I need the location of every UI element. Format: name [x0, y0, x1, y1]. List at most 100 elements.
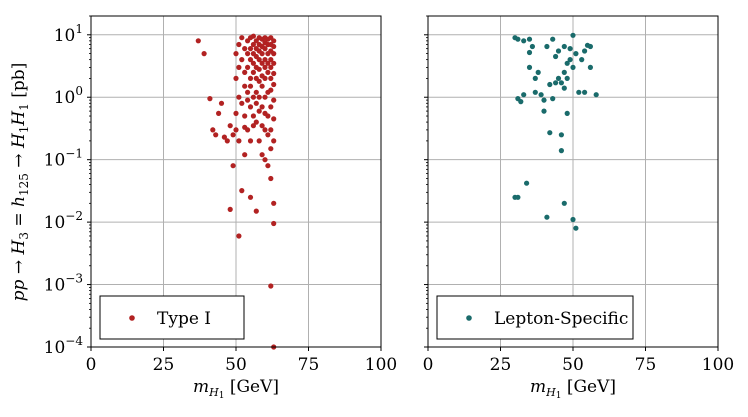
data-point [224, 138, 230, 144]
legend-marker [466, 315, 472, 321]
data-point [271, 60, 277, 66]
data-point [233, 51, 239, 57]
x-tick-label: 75 [635, 355, 657, 375]
data-point [271, 43, 277, 50]
data-point [526, 36, 533, 42]
data-point [239, 35, 245, 41]
data-point [265, 132, 271, 138]
data-point [265, 60, 271, 66]
data-point [245, 97, 251, 103]
data-point [567, 46, 573, 52]
x-axis: 0 25 50 75 100 [423, 347, 734, 375]
legend: Type I [99, 295, 245, 340]
data-point [555, 48, 562, 54]
data-point [250, 94, 256, 100]
data-point [570, 32, 576, 38]
data-point [256, 94, 262, 100]
data-point [526, 64, 533, 70]
data-point [247, 138, 254, 144]
data-point [555, 75, 562, 81]
data-point [242, 113, 248, 119]
data-point [262, 157, 268, 163]
data-point [268, 283, 274, 289]
data-point [587, 64, 594, 70]
data-point [236, 138, 242, 144]
data-point [564, 75, 570, 81]
y-axis: 10−4 10−3 10−2 10−1 100 101 [44, 15, 91, 358]
x-axis-title: mH1 [GeV] [193, 377, 279, 401]
data-point [233, 110, 239, 116]
data-point [265, 69, 271, 75]
data-point [259, 104, 265, 110]
data-point [207, 96, 213, 102]
data-point [253, 119, 259, 125]
data-point [573, 51, 579, 57]
legend: Lepton-Specific [436, 295, 634, 340]
data-point [547, 130, 553, 136]
data-point [236, 233, 242, 239]
data-point [561, 43, 567, 50]
data-point [265, 113, 271, 119]
data-point [213, 132, 219, 138]
data-point [544, 43, 550, 50]
data-point [521, 38, 527, 44]
data-point [245, 51, 251, 57]
data-point [262, 64, 268, 70]
data-point [271, 116, 277, 122]
data-point [526, 49, 533, 56]
data-point [230, 132, 236, 138]
x-tick-label: 0 [423, 355, 434, 375]
data-point [541, 97, 547, 103]
data-point [564, 60, 570, 66]
x-tick-label: 100 [702, 355, 734, 375]
data-point [256, 66, 262, 72]
data-point [567, 57, 573, 63]
data-point [230, 163, 236, 169]
data-point [564, 110, 570, 116]
data-point [250, 113, 256, 119]
data-point [247, 75, 254, 81]
data-point [271, 138, 277, 144]
data-point [256, 138, 262, 144]
data-point [515, 194, 521, 200]
data-point [250, 123, 256, 129]
data-point [242, 83, 248, 89]
data-point [210, 127, 216, 133]
y-tick-label: 10−3 [44, 272, 83, 296]
data-point [561, 200, 567, 206]
data-point [236, 41, 242, 48]
x-tick-label: 75 [298, 355, 320, 375]
data-point [550, 36, 556, 42]
data-point [256, 108, 262, 114]
data-point [256, 57, 262, 63]
data-point [245, 64, 251, 70]
data-point [259, 123, 265, 129]
legend-marker [129, 315, 135, 321]
data-point [250, 33, 256, 39]
data-point [242, 152, 248, 158]
data-point [259, 152, 265, 158]
data-point [262, 57, 268, 63]
data-point [247, 46, 254, 52]
y-axis-title: pp → H3 = h125 → H1H1 [pb] [9, 63, 31, 302]
data-point [239, 57, 245, 63]
y-tick-label: 100 [54, 84, 83, 108]
data-point [570, 64, 576, 70]
data-point [268, 104, 274, 110]
data-point [271, 51, 277, 57]
data-point [201, 51, 207, 57]
data-point [579, 57, 585, 63]
data-point [250, 60, 256, 66]
data-point [582, 89, 588, 95]
data-point [195, 38, 201, 44]
data-point [259, 60, 265, 66]
data-point [259, 83, 265, 89]
data-point [573, 225, 579, 231]
y-tick-label: 10−4 [44, 334, 84, 358]
data-point [268, 146, 274, 152]
data-point [250, 41, 256, 48]
data-point [561, 69, 567, 75]
data-point [271, 70, 277, 77]
